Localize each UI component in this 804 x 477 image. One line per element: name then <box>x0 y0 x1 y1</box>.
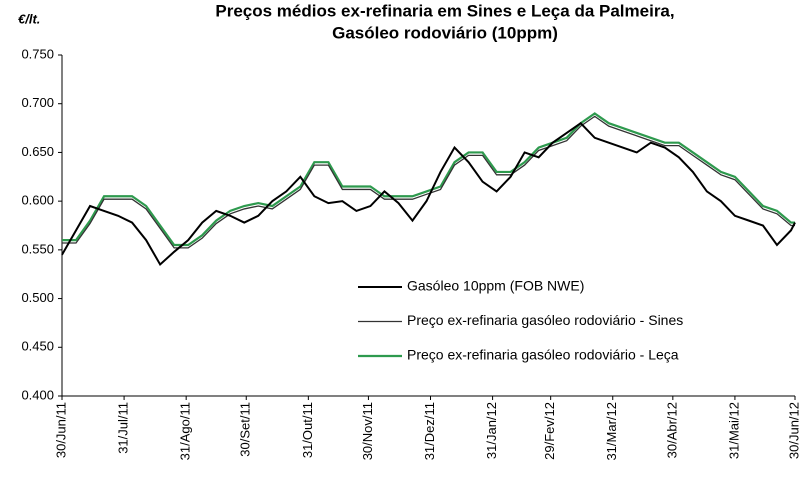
chart-title: Preços médios ex-refinaria em Sines e Le… <box>215 1 674 20</box>
y-tick-label: 0.650 <box>21 144 54 159</box>
x-tick-label: 31/Jan/12 <box>484 402 499 459</box>
x-tick-label: 31/Out/11 <box>300 402 315 458</box>
x-tick-label: 31/Ago/11 <box>178 402 193 460</box>
x-tick-label: 31/Dez/11 <box>422 402 437 460</box>
x-tick-label: 31/Jul/11 <box>116 402 131 454</box>
y-tick-label: 0.400 <box>21 387 54 402</box>
chart-subtitle: Gasóleo rodoviário (10ppm) <box>332 23 558 42</box>
y-tick-label: 0.600 <box>21 193 54 208</box>
y-tick-label: 0.500 <box>21 290 54 305</box>
series-line <box>62 115 795 249</box>
x-tick-label: 31/Mai/12 <box>726 402 741 459</box>
legend-label: Gasóleo 10ppm (FOB NWE) <box>407 278 584 294</box>
legend-label: Preço ex-refinaria gasóleo rodoviário - … <box>407 347 679 363</box>
x-tick-label: 30/Set/11 <box>238 402 253 457</box>
x-tick-label: 30/Jun/11 <box>53 402 68 458</box>
x-tick-label: 29/Fev/12 <box>542 402 557 460</box>
x-tick-label: 31/Mar/12 <box>604 402 619 461</box>
y-axis-label: €/lt. <box>18 11 40 26</box>
x-tick-label: 30/Jun/12 <box>786 402 801 459</box>
legend-label: Preço ex-refinaria gasóleo rodoviário - … <box>407 312 683 328</box>
x-tick-label: 30/Abr/12 <box>664 402 679 458</box>
y-tick-label: 0.450 <box>21 339 54 354</box>
y-tick-label: 0.700 <box>21 95 54 110</box>
y-tick-label: 0.550 <box>21 241 54 256</box>
series-line <box>61 121 796 267</box>
x-tick-label: 30/Nov/11 <box>360 402 375 460</box>
series-line <box>62 112 795 247</box>
y-tick-label: 0.750 <box>21 46 54 61</box>
